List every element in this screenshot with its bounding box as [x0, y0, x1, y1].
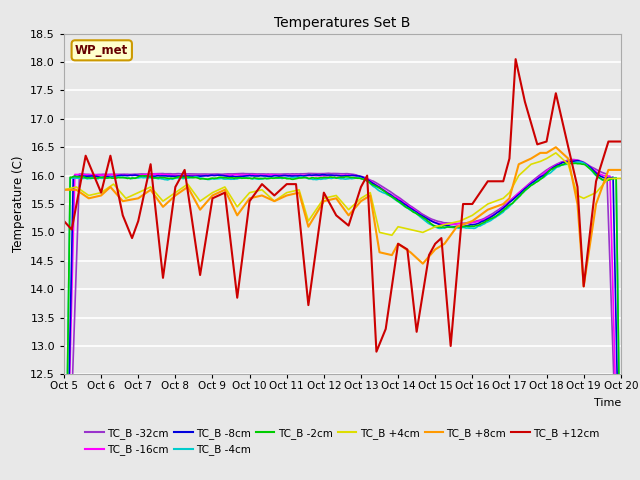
TC_B -2cm: [396, 199, 403, 205]
TC_B +8cm: [377, 250, 385, 255]
TC_B +8cm: [580, 284, 588, 289]
Legend: TC_B -32cm, TC_B -16cm, TC_B -8cm, TC_B -4cm, TC_B -2cm, TC_B +4cm, TC_B +8cm, T: TC_B -32cm, TC_B -16cm, TC_B -8cm, TC_B …: [81, 424, 604, 459]
TC_B +8cm: [76, 189, 83, 195]
Line: TC_B -2cm: TC_B -2cm: [64, 163, 621, 480]
TC_B +12cm: [379, 334, 387, 339]
Title: Temperatures Set B: Temperatures Set B: [274, 16, 411, 30]
Line: TC_B +12cm: TC_B +12cm: [64, 59, 621, 352]
TC_B -2cm: [564, 160, 572, 166]
TC_B -8cm: [408, 206, 416, 212]
TC_B -2cm: [549, 166, 557, 172]
TC_B +4cm: [617, 176, 625, 181]
TC_B -32cm: [76, 171, 83, 177]
Line: TC_B -16cm: TC_B -16cm: [64, 160, 621, 480]
Line: TC_B +8cm: TC_B +8cm: [64, 147, 621, 287]
TC_B +8cm: [617, 167, 625, 173]
TC_B +4cm: [76, 186, 83, 192]
TC_B -32cm: [408, 204, 416, 210]
TC_B -32cm: [164, 171, 172, 177]
TC_B +8cm: [549, 146, 557, 152]
TC_B +8cm: [60, 187, 68, 192]
TC_B +4cm: [388, 232, 396, 238]
TC_B +4cm: [164, 195, 172, 201]
TC_B -32cm: [377, 183, 385, 189]
TC_B -8cm: [573, 158, 581, 164]
Y-axis label: Temperature (C): Temperature (C): [12, 156, 25, 252]
TC_B +4cm: [550, 151, 558, 156]
TC_B -4cm: [408, 208, 416, 214]
TC_B +4cm: [397, 225, 405, 230]
Line: TC_B +4cm: TC_B +4cm: [64, 153, 621, 235]
TC_B -4cm: [164, 177, 172, 183]
TC_B -16cm: [377, 185, 385, 191]
TC_B -2cm: [76, 174, 83, 180]
TC_B -8cm: [76, 173, 83, 179]
TC_B -4cm: [549, 168, 557, 174]
TC_B -2cm: [408, 208, 416, 214]
TC_B -32cm: [569, 156, 577, 162]
TC_B +12cm: [60, 218, 68, 224]
TC_B -8cm: [377, 186, 385, 192]
TC_B +4cm: [60, 187, 68, 192]
TC_B +8cm: [408, 251, 416, 257]
Text: Time: Time: [593, 398, 621, 408]
TC_B +12cm: [397, 243, 405, 249]
TC_B -32cm: [549, 163, 557, 169]
TC_B -4cm: [377, 189, 385, 194]
TC_B +12cm: [410, 301, 417, 307]
TC_B -8cm: [396, 198, 403, 204]
TC_B -16cm: [76, 171, 83, 177]
TC_B -16cm: [164, 172, 172, 178]
TC_B -16cm: [549, 164, 557, 170]
TC_B -8cm: [164, 173, 172, 179]
TC_B +8cm: [164, 200, 172, 205]
Line: TC_B -8cm: TC_B -8cm: [64, 161, 621, 480]
TC_B +12cm: [552, 90, 559, 96]
TC_B +4cm: [552, 150, 559, 156]
TC_B -16cm: [572, 157, 580, 163]
TC_B +4cm: [410, 228, 417, 233]
TC_B +8cm: [396, 242, 403, 248]
TC_B -16cm: [408, 205, 416, 211]
TC_B +8cm: [552, 144, 559, 150]
TC_B -16cm: [396, 197, 403, 203]
TC_B -4cm: [76, 175, 83, 181]
TC_B -2cm: [377, 186, 385, 192]
TC_B -4cm: [396, 200, 403, 205]
TC_B +12cm: [76, 186, 83, 192]
TC_B -4cm: [575, 159, 583, 165]
TC_B -8cm: [549, 165, 557, 171]
TC_B +12cm: [164, 241, 172, 247]
TC_B +12cm: [617, 139, 625, 144]
Line: TC_B -32cm: TC_B -32cm: [64, 159, 621, 480]
TC_B -2cm: [164, 175, 172, 181]
TC_B +12cm: [372, 349, 380, 355]
Line: TC_B -4cm: TC_B -4cm: [64, 162, 621, 480]
Text: WP_met: WP_met: [75, 44, 129, 57]
TC_B -32cm: [396, 195, 403, 201]
TC_B +12cm: [512, 56, 520, 62]
TC_B +4cm: [377, 230, 385, 236]
